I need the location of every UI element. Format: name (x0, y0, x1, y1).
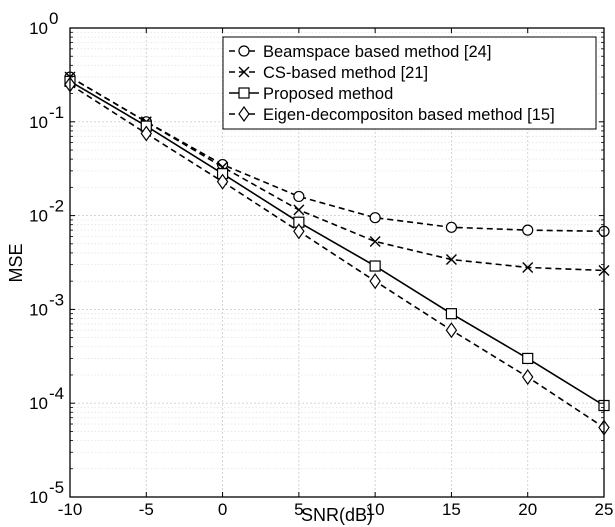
legend-label: Beamspace based method [24] (263, 43, 491, 61)
data-point (293, 223, 305, 240)
data-point (521, 369, 534, 386)
data-point (445, 254, 457, 266)
data-point (293, 190, 305, 203)
y-tick-label: 10 (29, 394, 48, 413)
series-layer (64, 71, 610, 436)
legend-entry: Proposed method (229, 85, 393, 103)
data-point (522, 261, 534, 273)
x-tick-label: 15 (442, 500, 461, 519)
legend-marker (238, 45, 250, 57)
y-tick-exponent: -2 (49, 197, 64, 216)
legend-marker (238, 87, 250, 99)
data-point (445, 322, 458, 339)
y-tick-exponent: -5 (49, 478, 64, 497)
plot-frame (69, 27, 605, 498)
x-marker-stroke (293, 204, 305, 216)
legend-label: Eigen-decompositon based method [15] (263, 106, 555, 124)
x-marker-stroke (238, 66, 250, 78)
x-marker-stroke (522, 261, 534, 273)
series-line (69, 80, 605, 407)
data-point (522, 352, 534, 365)
data-point (369, 260, 381, 272)
series-line (69, 76, 605, 272)
y-tick-label: 10 (29, 113, 48, 132)
y-tick-exponent: 0 (49, 9, 58, 28)
legend-entry: CS-based method [21] (229, 64, 428, 82)
legend: Beamspace based method [24] CS-based meth… (222, 36, 597, 130)
data-point (369, 212, 381, 224)
x-marker-stroke (445, 254, 457, 266)
data-point (522, 224, 534, 236)
legend-box (222, 36, 597, 130)
y-tick-label: 10 (29, 207, 48, 226)
legend-label: CS-based method [21] (263, 64, 428, 82)
legend-marker (238, 105, 250, 123)
data-point (369, 273, 381, 290)
x-tick-label: -5 (139, 500, 154, 519)
y-tick-label: 10 (29, 488, 48, 507)
legend-marker (238, 66, 250, 78)
data-point (293, 204, 305, 216)
y-tick-exponent: -4 (49, 384, 64, 403)
y-axis-label: MSE (6, 243, 26, 282)
y-tick-label: 10 (29, 19, 48, 38)
series-line (69, 83, 605, 429)
y-tick-exponent: -1 (49, 103, 64, 122)
x-tick-label: 5 (294, 500, 303, 519)
x-tick-label: 20 (518, 500, 537, 519)
x-tick-label: -10 (58, 500, 83, 519)
data-point (445, 221, 458, 233)
data-point (216, 173, 229, 190)
y-tick-label: 10 (29, 300, 48, 319)
data-point (140, 125, 153, 142)
x-tick-label: 0 (218, 500, 227, 519)
legend-label: Proposed method (263, 85, 393, 103)
x-tick-label: 25 (595, 500, 614, 519)
y-tick-exponent: -3 (49, 290, 64, 309)
x-axis-label: SNR(dB) (301, 505, 373, 525)
data-point (369, 235, 381, 247)
legend-entry: Beamspace based method [24] (229, 43, 491, 61)
data-point (445, 308, 458, 320)
x-tick-label: 10 (366, 500, 385, 519)
x-marker-stroke (369, 235, 381, 247)
legend-entry: Eigen-decompositon based method [15] (229, 105, 555, 124)
